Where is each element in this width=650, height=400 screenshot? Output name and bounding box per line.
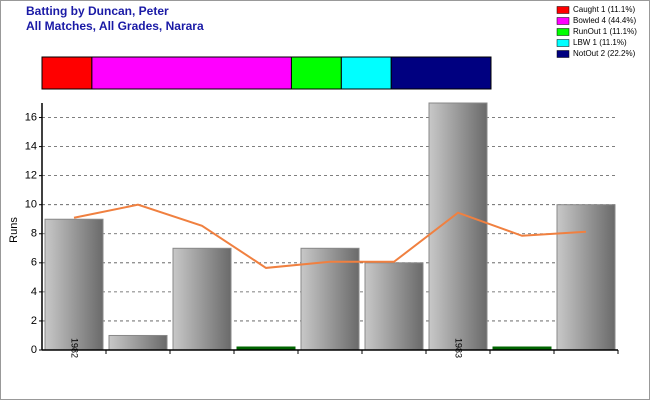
legend-label: NotOut 2 (22.2%) (573, 49, 636, 58)
y-tick-label: 2 (31, 315, 37, 327)
chart-subtitle: All Matches, All Grades, Narara (26, 19, 204, 33)
y-tick-label: 6 (31, 257, 37, 269)
bar (44, 218, 104, 351)
legend-swatch (556, 28, 570, 36)
legend-swatch (556, 39, 570, 47)
bar (364, 262, 424, 351)
legend-label: Bowled 4 (44.4%) (573, 16, 636, 25)
summary-segment (390, 56, 492, 90)
summary-segment (340, 56, 392, 90)
bar (108, 334, 168, 351)
bar (300, 247, 360, 351)
bar (556, 204, 616, 351)
legend-label: LBW 1 (11.1%) (573, 38, 627, 47)
y-tick-label: 8 (31, 228, 37, 240)
average-line (73, 203, 587, 269)
y-tick-label: 14 (25, 140, 37, 152)
bar (172, 247, 232, 351)
legend-label: Caught 1 (11.1%) (573, 5, 635, 14)
bar (428, 102, 488, 351)
legend-swatch (556, 17, 570, 25)
summary-segment (41, 56, 93, 90)
y-tick-label: 10 (25, 199, 37, 211)
y-tick-label: 4 (31, 286, 37, 298)
legend-swatch (556, 50, 570, 58)
y-tick-label: 12 (25, 170, 37, 182)
y-axis-label: Runs (8, 217, 20, 243)
legend-label: RunOut 1 (11.1%) (573, 27, 637, 36)
y-tick-label: 16 (25, 111, 37, 123)
summary-segment (91, 56, 292, 90)
chart-title: Batting by Duncan, Peter (26, 4, 169, 18)
summary-segment (290, 56, 342, 90)
x-tick-label: 1982 (70, 338, 80, 358)
x-tick-label: 1983 (454, 338, 464, 358)
legend-swatch (556, 6, 570, 14)
y-tick-label: 0 (31, 344, 37, 356)
